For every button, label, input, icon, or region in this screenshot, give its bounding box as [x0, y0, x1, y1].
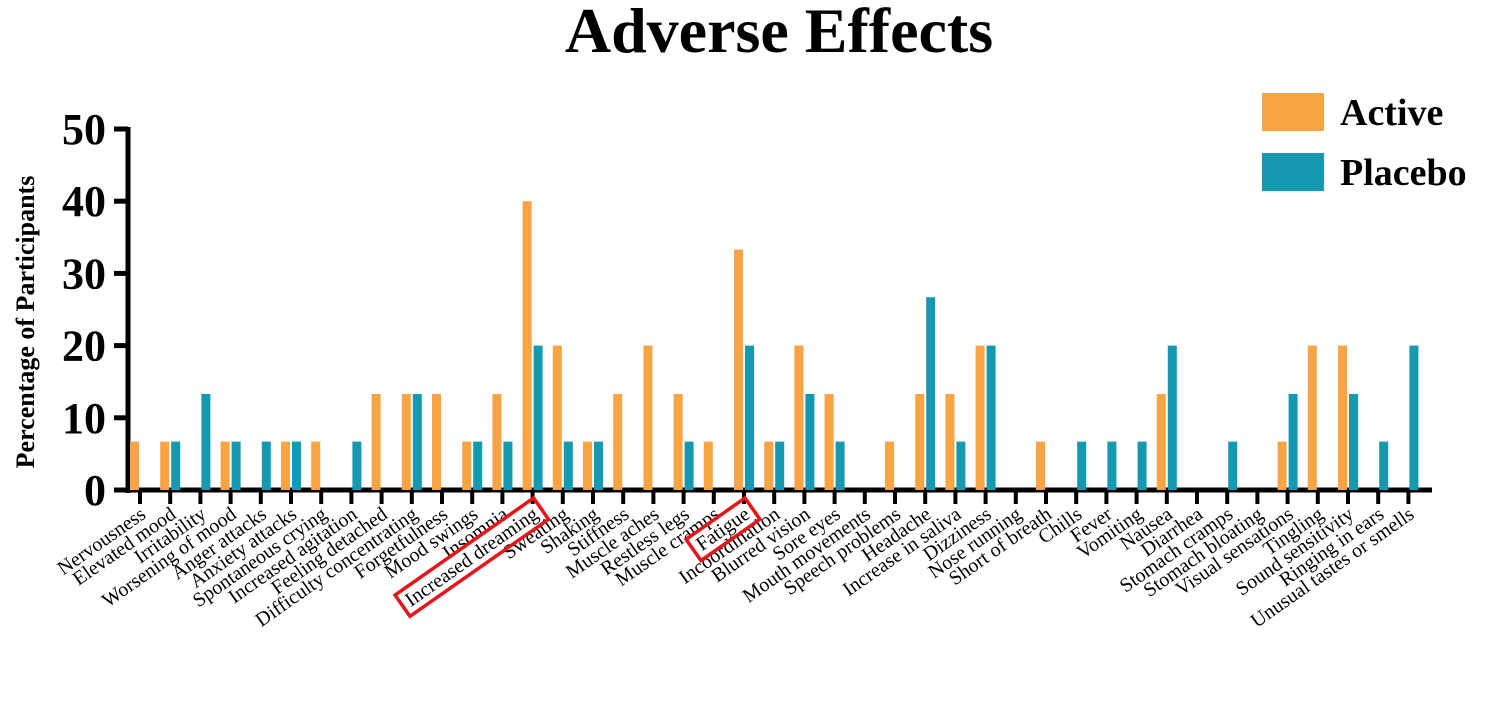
- highlight-boxes: [392, 495, 763, 619]
- bar-placebo-40: [1349, 393, 1358, 490]
- bar-placebo-7: [352, 441, 362, 490]
- bar-placebo-34: [1167, 345, 1177, 490]
- bar-active-3: [220, 441, 230, 490]
- y-tick-label: 20: [62, 322, 106, 371]
- bar-active-0: [130, 441, 139, 490]
- bar-active-38: [1277, 441, 1287, 490]
- bar-placebo-11: [473, 441, 483, 490]
- bar-placebo-13: [533, 345, 543, 490]
- bar-active-11: [462, 441, 472, 490]
- bar-active-12: [492, 393, 502, 490]
- bar-placebo-33: [1137, 441, 1147, 490]
- bar-active-23: [824, 393, 834, 490]
- bar-active-6: [311, 441, 321, 490]
- bar-active-15: [583, 441, 592, 490]
- y-axis-label: Percentage of Participants: [11, 176, 40, 469]
- legend: Active Placebo: [1262, 92, 1467, 194]
- y-tick-label: 40: [62, 177, 106, 226]
- bar-placebo-12: [503, 441, 513, 490]
- bars-layer: [130, 201, 1419, 490]
- bar-active-5: [281, 441, 290, 490]
- bar-active-8: [371, 393, 381, 490]
- bar-placebo-21: [775, 441, 785, 490]
- y-tick-label: 10: [62, 394, 106, 443]
- bar-placebo-14: [563, 441, 573, 490]
- bar-placebo-36: [1228, 441, 1238, 490]
- y-tick-label: 50: [62, 105, 106, 154]
- bar-placebo-28: [986, 345, 996, 490]
- bar-placebo-20: [745, 345, 754, 490]
- chart-title: Adverse Effects: [565, 0, 993, 66]
- legend-label-active: Active: [1340, 92, 1443, 134]
- bar-active-17: [643, 345, 653, 490]
- bar-placebo-27: [956, 441, 966, 490]
- bar-active-30: [1036, 441, 1045, 490]
- bar-active-1: [160, 441, 170, 490]
- bar-active-10: [432, 393, 441, 490]
- y-tick-label: 0: [84, 466, 106, 515]
- bar-placebo-1: [171, 441, 181, 490]
- bar-active-27: [945, 393, 955, 490]
- bar-placebo-31: [1077, 441, 1087, 490]
- bar-placebo-42: [1409, 345, 1419, 490]
- y-tick-label: 30: [62, 249, 106, 298]
- bar-active-9: [401, 393, 411, 490]
- bar-placebo-9: [412, 393, 422, 490]
- bar-placebo-4: [261, 441, 271, 490]
- bar-placebo-26: [926, 297, 936, 490]
- legend-swatch-placebo: [1262, 153, 1324, 191]
- bar-active-16: [613, 393, 623, 490]
- bar-placebo-18: [684, 441, 694, 490]
- bar-active-19: [703, 441, 713, 490]
- legend-label-placebo: Placebo: [1340, 152, 1467, 194]
- bar-active-40: [1338, 345, 1347, 490]
- bar-active-28: [975, 345, 985, 490]
- bar-placebo-41: [1379, 441, 1389, 490]
- legend-swatch-active: [1262, 93, 1324, 131]
- bar-placebo-15: [594, 441, 603, 490]
- bar-active-34: [1156, 393, 1166, 490]
- bar-active-21: [764, 441, 774, 490]
- bar-active-22: [794, 345, 804, 490]
- bar-placebo-23: [835, 441, 845, 490]
- bar-active-13: [522, 201, 532, 490]
- bar-active-26: [915, 393, 925, 490]
- highlight-box: [683, 495, 763, 564]
- bar-active-18: [673, 393, 683, 490]
- bar-placebo-22: [805, 393, 815, 490]
- bar-placebo-5: [292, 441, 301, 490]
- bar-placebo-2: [201, 393, 211, 490]
- bar-active-14: [552, 345, 562, 490]
- bar-placebo-32: [1107, 441, 1117, 490]
- bar-placebo-38: [1288, 393, 1298, 490]
- highlight-box: [392, 495, 551, 619]
- bar-active-25: [885, 441, 894, 490]
- bar-active-39: [1307, 345, 1317, 490]
- bar-active-20: [734, 249, 743, 490]
- bar-placebo-3: [231, 441, 241, 490]
